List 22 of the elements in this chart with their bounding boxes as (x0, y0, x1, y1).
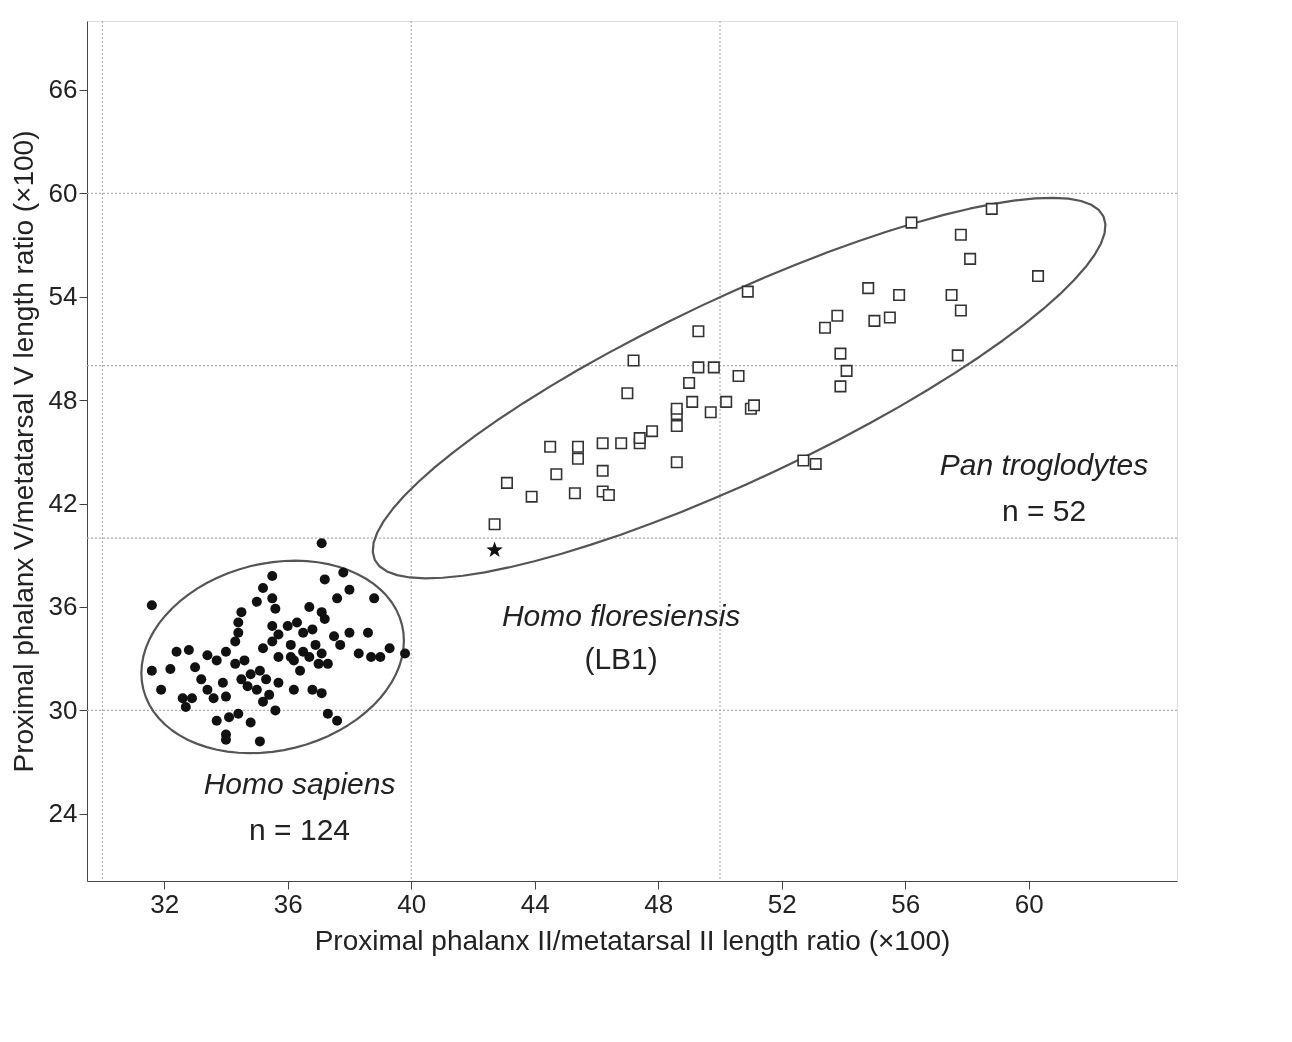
x-tick-label: 32 (150, 888, 180, 919)
y-tick-label: 42 (48, 488, 78, 519)
x-tick-label: 44 (520, 888, 550, 919)
x-tick-label: 60 (1014, 888, 1044, 919)
annotation: (LB1) (584, 641, 658, 675)
annotation: Homo sapiens (203, 766, 396, 800)
y-tick-label: 66 (48, 74, 78, 105)
y-tick-label: 48 (48, 384, 78, 415)
annotation: Homo floresiensis (501, 598, 741, 632)
x-axis-title: Proximal phalanx II/metatarsal II length ratio (×100) (314, 924, 951, 956)
x-tick-label: 36 (273, 888, 303, 919)
y-axis-title: Proximal phalanx V/metatarsal V length ratio (×100) (7, 130, 39, 773)
y-tick-label: 60 (48, 177, 78, 208)
y-tick-label: 54 (48, 281, 78, 312)
annotation: n = 124 (249, 813, 351, 847)
y-tick-label: 36 (48, 591, 78, 622)
y-tick-label: 30 (48, 694, 78, 725)
x-tick-label: 52 (767, 888, 797, 919)
x-tick-label: 40 (397, 888, 427, 919)
x-tick-label: 56 (891, 888, 921, 919)
x-tick-label: 48 (644, 888, 674, 919)
y-tick-label: 24 (48, 798, 78, 829)
